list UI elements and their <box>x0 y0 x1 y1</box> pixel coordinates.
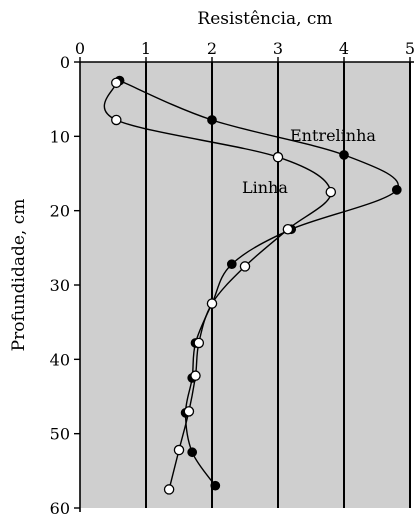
data-point-entrelinha <box>391 185 402 195</box>
data-point-entrelinha <box>339 150 349 160</box>
data-point-linha <box>173 444 185 456</box>
series-label-linha: Linha <box>242 178 288 197</box>
data-point-linha <box>163 484 175 495</box>
data-point-entrelinha <box>210 480 221 491</box>
data-point-linha <box>190 370 201 381</box>
data-point-entrelinha <box>187 447 198 458</box>
data-point-linha <box>282 223 294 235</box>
y-axis-title: Profundidade, cm <box>9 199 29 352</box>
x-tick-label: 0 <box>75 39 85 58</box>
y-tick-label: 30 <box>50 276 70 295</box>
y-tick-label: 10 <box>50 127 70 146</box>
data-point-linha <box>193 337 205 349</box>
data-point-linha <box>239 261 251 272</box>
gridlines <box>145 62 411 508</box>
data-point-linha <box>272 151 284 163</box>
y-tick-label: 0 <box>60 53 70 72</box>
x-tick-label: 4 <box>339 39 349 58</box>
data-point-entrelinha <box>226 259 237 270</box>
data-point-linha <box>111 77 122 89</box>
series-group <box>103 75 402 495</box>
data-point-linha <box>325 186 337 198</box>
y-tick-label: 60 <box>50 499 70 514</box>
data-point-entrelinha <box>207 115 217 125</box>
x-tick-label: 1 <box>141 39 151 58</box>
y-tick-label: 20 <box>50 202 70 221</box>
y-tick-label: 40 <box>50 350 70 369</box>
plot-area <box>80 62 410 508</box>
series-label-entrelinha: Entrelinha <box>290 126 376 145</box>
x-tick-label: 2 <box>207 39 217 58</box>
y-tick-label: 50 <box>50 425 70 444</box>
plot-background <box>80 62 410 508</box>
data-point-linha <box>183 406 195 417</box>
data-point-linha <box>206 298 218 309</box>
data-point-linha <box>111 114 122 126</box>
axes <box>74 57 414 512</box>
x-tick-label: 5 <box>405 39 415 58</box>
x-axis-title: Resistência, cm <box>197 9 332 29</box>
x-tick-label: 3 <box>273 39 283 58</box>
